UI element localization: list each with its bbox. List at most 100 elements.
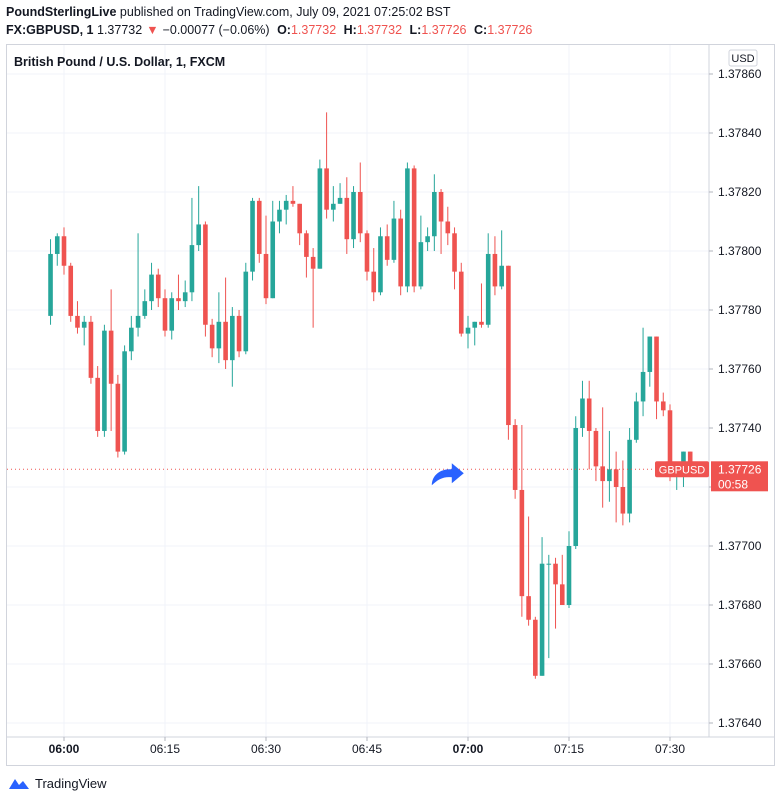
candle <box>203 221 208 337</box>
candle-body <box>142 301 148 316</box>
candle-body <box>432 192 437 237</box>
candles <box>48 112 693 679</box>
candle-body <box>129 327 134 352</box>
candle-body <box>102 330 107 431</box>
candle <box>223 277 228 369</box>
candle <box>351 186 356 249</box>
candle-body <box>344 197 350 240</box>
candle <box>61 227 67 275</box>
candle <box>182 280 188 308</box>
candle <box>613 451 619 523</box>
candle-body <box>640 371 646 402</box>
price-tick-label: 1.37740 <box>718 421 762 435</box>
price-tag-bg <box>711 461 768 492</box>
price-tick-label: 1.37780 <box>718 303 762 317</box>
candle <box>196 186 201 251</box>
footer-brand: TradingView <box>35 775 107 791</box>
candle <box>115 374 121 458</box>
candle <box>142 289 148 319</box>
candle <box>122 345 127 455</box>
candle-body <box>512 425 518 490</box>
candle-body <box>263 253 269 299</box>
candle-body <box>230 315 235 361</box>
candle <box>479 283 484 328</box>
candle <box>485 233 491 328</box>
price-tick-label: 1.37640 <box>718 716 762 730</box>
candle <box>108 289 114 431</box>
candle <box>189 197 195 302</box>
candle <box>236 310 242 358</box>
currency-button[interactable]: USD <box>728 49 758 67</box>
candle <box>176 274 181 310</box>
tradingview-footer[interactable]: TradingView <box>8 773 107 793</box>
chart-frame[interactable] <box>6 44 775 766</box>
candle-body <box>95 377 100 431</box>
current-price: 1.37732 <box>97 23 143 37</box>
candle-body <box>472 321 478 328</box>
candle-body <box>216 321 222 349</box>
publisher-name[interactable]: PoundSterlingLive <box>6 5 117 19</box>
candle-body <box>378 236 383 293</box>
candle <box>209 318 215 358</box>
candle <box>398 209 403 296</box>
candle <box>472 321 478 346</box>
candle <box>216 292 222 364</box>
candle <box>627 428 632 523</box>
candle <box>492 236 498 296</box>
price-tag-symbol-bg <box>655 461 709 478</box>
candle-body <box>337 197 343 204</box>
candle <box>384 224 390 266</box>
candle <box>640 327 646 417</box>
candle-body <box>452 233 457 272</box>
candle <box>371 248 377 302</box>
candle-body <box>465 327 471 334</box>
tradingview-logo-icon <box>9 779 29 789</box>
candle <box>270 200 276 299</box>
candle-body <box>647 336 653 372</box>
candle <box>324 112 329 219</box>
candle-body <box>304 233 309 257</box>
price-tick-label: 1.37660 <box>718 657 762 671</box>
candle <box>458 262 464 337</box>
high-label: H: <box>343 23 357 37</box>
publish-header: PoundSterlingLive published on TradingVi… <box>6 3 536 39</box>
candle-body <box>54 236 60 254</box>
candle <box>364 230 370 281</box>
candle-body <box>209 324 215 349</box>
price-tick-label: 1.37860 <box>718 67 762 81</box>
candle-body <box>223 321 228 361</box>
candle-body <box>458 271 464 334</box>
candle-body <box>506 265 511 426</box>
candle <box>162 289 168 337</box>
candle-body <box>613 469 619 487</box>
time-axis[interactable]: 06:00 06:15 06:30 06:45 07:00 07:15 07:30 <box>49 737 686 756</box>
candle <box>566 531 572 608</box>
candle-body <box>324 168 329 210</box>
price-axis[interactable]: 1.37860 1.37840 1.37820 1.37800 1.37780 1.377… <box>709 67 762 730</box>
candle <box>411 165 417 293</box>
price-tag-countdown: 00:58 <box>718 477 748 491</box>
price-tag-value: 1.37726 <box>718 462 762 476</box>
candle-body <box>398 218 403 287</box>
price-tick-label: 1.37820 <box>718 185 762 199</box>
grid-lines <box>7 45 709 737</box>
close-label: C: <box>474 23 488 37</box>
candle-body <box>149 274 154 302</box>
candle-body <box>61 236 67 266</box>
candle <box>297 203 302 246</box>
candle <box>526 516 531 626</box>
candle <box>607 430 612 502</box>
candle <box>317 159 323 269</box>
candle-body <box>196 224 201 246</box>
candle <box>250 197 255 281</box>
candle <box>337 183 343 204</box>
candle <box>378 227 383 296</box>
price-tick-label: 1.37760 <box>718 362 762 376</box>
candle <box>310 248 316 328</box>
candle-body <box>203 224 208 325</box>
candle-body <box>384 236 390 260</box>
candle-body <box>236 315 242 352</box>
candle-body <box>371 271 377 293</box>
candle <box>445 206 451 246</box>
